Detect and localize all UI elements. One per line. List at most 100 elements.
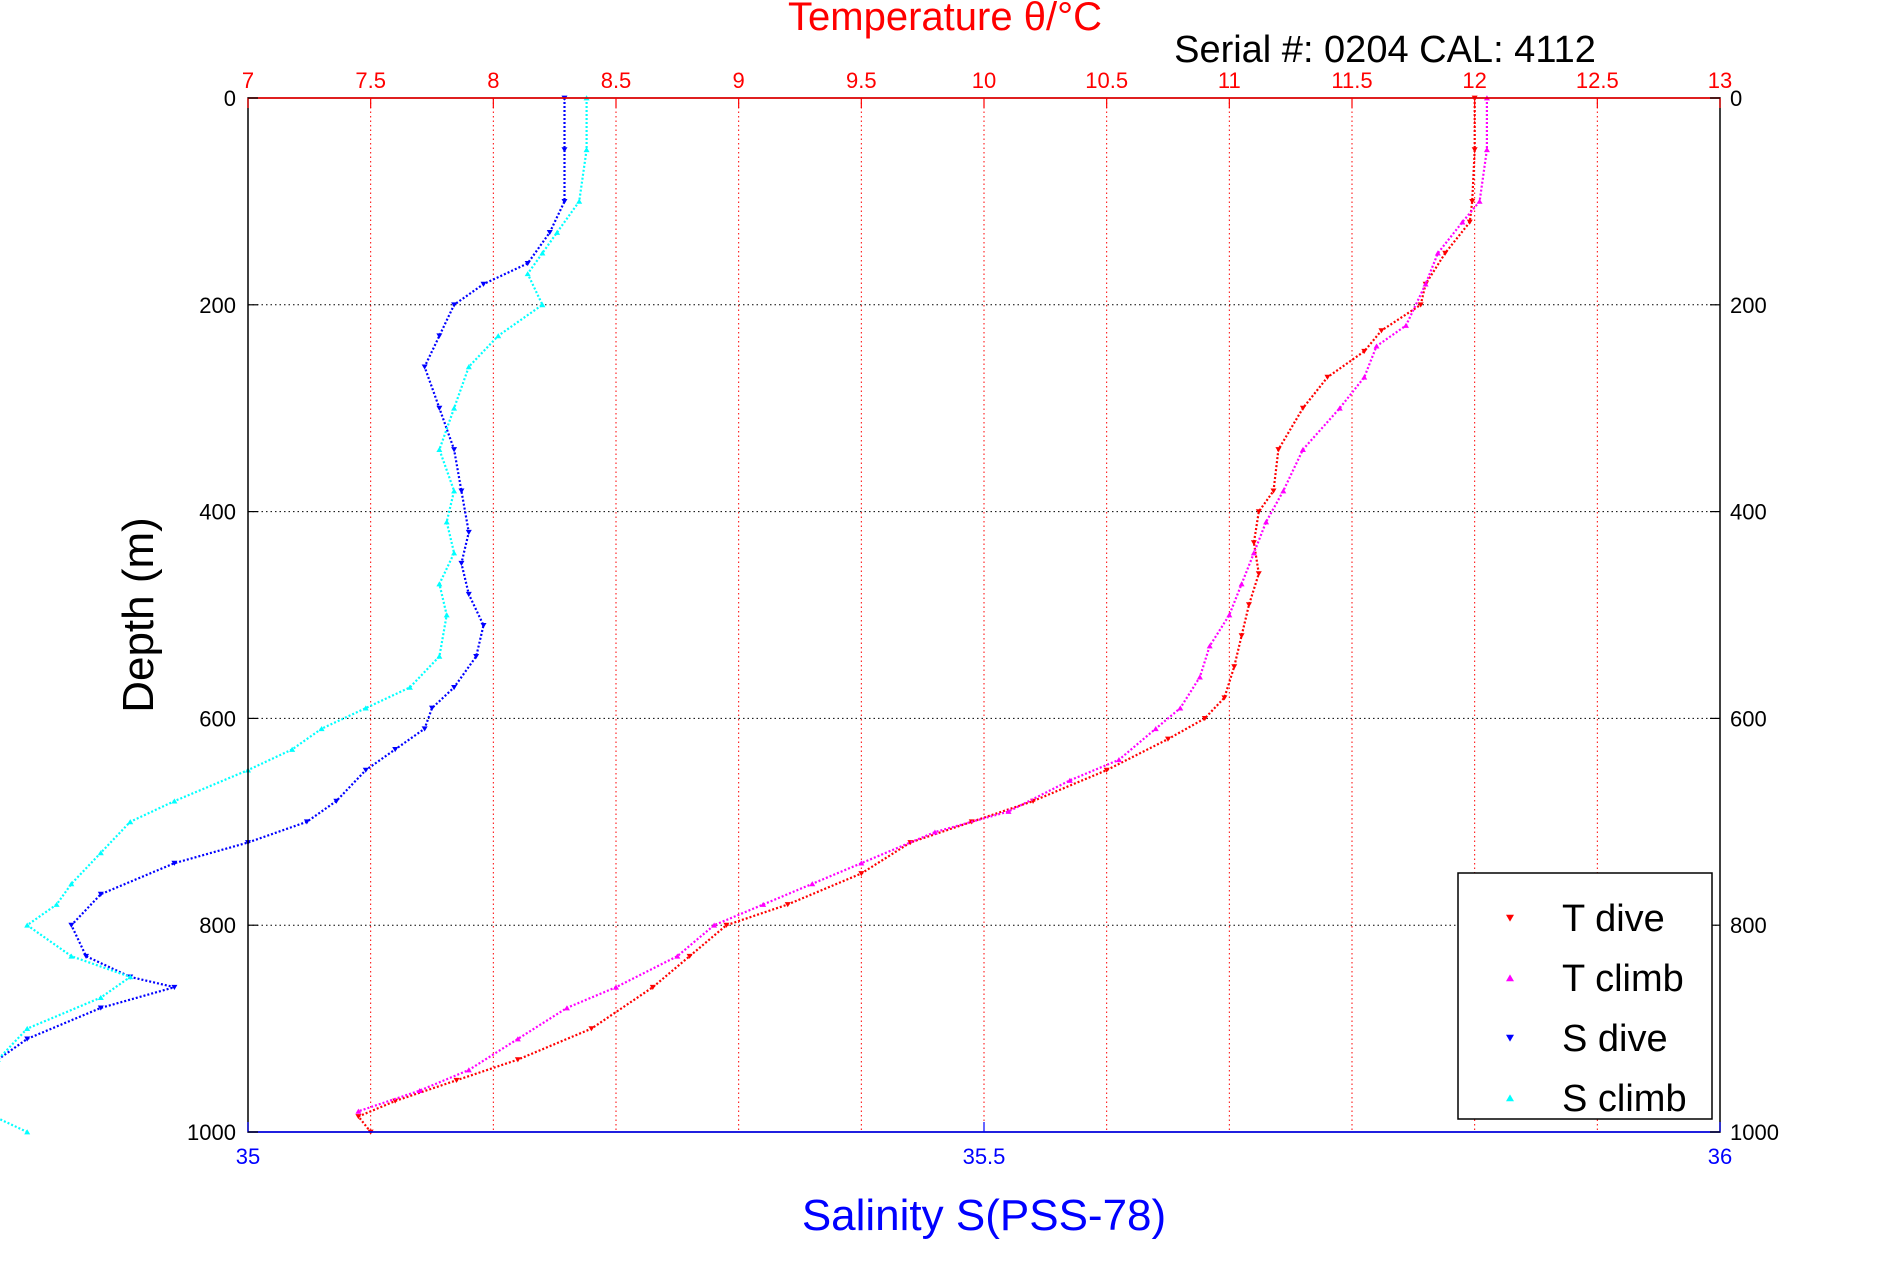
data-point [1361, 348, 1368, 355]
legend-marker [1506, 1094, 1514, 1102]
data-point [495, 333, 502, 339]
data-point [421, 364, 428, 370]
data-point [1263, 519, 1270, 525]
bottom-tick-label: 36 [1708, 1144, 1732, 1169]
data-point [451, 447, 458, 453]
top-tick-label: 7 [242, 68, 254, 93]
data-point [458, 560, 465, 566]
data-point [524, 271, 531, 277]
data-point [539, 302, 546, 308]
gridlines [248, 98, 1720, 1132]
bottom-axis-ticks: 35 35.5 36 [236, 1122, 1732, 1169]
data-point [171, 860, 178, 866]
data-point [97, 891, 104, 897]
chart-title: Temperature θ/°C [788, 0, 1102, 39]
data-point [514, 1036, 521, 1042]
series-s-climb [0, 95, 590, 1135]
series-trace [356, 98, 1476, 1133]
data-point [546, 230, 553, 236]
data-point [436, 333, 443, 339]
data-point [1255, 571, 1262, 577]
x-axis-bottom-label: Salinity S(PSS-78) [802, 1191, 1166, 1240]
legend-marker [1506, 914, 1514, 922]
data-point [416, 1087, 423, 1094]
data-point [1066, 777, 1073, 783]
top-tick-label: 9.5 [846, 68, 877, 93]
data-point [576, 198, 583, 204]
data-point [1177, 705, 1184, 711]
data-point [760, 901, 767, 907]
data-point [931, 829, 938, 835]
top-tick-label: 13 [1708, 68, 1732, 93]
left-tick-label: 800 [199, 913, 236, 938]
data-point [97, 1005, 104, 1011]
data-point [1476, 198, 1483, 204]
data-point [1299, 405, 1306, 411]
left-tick-label: 1000 [187, 1120, 236, 1145]
legend-label: T climb [1562, 958, 1684, 1000]
data-point [443, 612, 450, 618]
series-trace [0, 98, 566, 1060]
data-point [53, 901, 60, 907]
series-layer [0, 95, 1490, 1135]
top-tick-label: 9 [733, 68, 745, 93]
data-point [1275, 447, 1282, 453]
data-point [1417, 302, 1424, 308]
data-point [362, 767, 369, 773]
data-point [303, 819, 310, 825]
data-point [68, 922, 75, 928]
data-point [1270, 488, 1277, 494]
legend-marker [1506, 974, 1514, 982]
data-point [539, 250, 546, 256]
data-point [1442, 250, 1449, 256]
left-axis-ticks: 0 200 400 600 800 1000 [187, 86, 258, 1145]
data-point [514, 1057, 521, 1063]
data-point [24, 922, 31, 928]
data-point [1324, 374, 1331, 380]
data-point [362, 705, 369, 711]
data-point [473, 653, 480, 660]
left-tick-label: 600 [199, 706, 236, 731]
top-tick-label: 12 [1462, 68, 1486, 93]
data-point [1152, 726, 1159, 732]
top-axis-ticks: 7 7.5 8 8.5 9 9.5 10 10.5 11 11.5 12 12.5 13 [242, 68, 1732, 108]
legend-label: T dive [1562, 898, 1665, 940]
data-point [68, 881, 75, 887]
data-point [561, 147, 568, 153]
legend-items: T dive T climb S dive S climb [1506, 898, 1687, 1120]
y-axis-label: Depth (m) [114, 517, 163, 713]
data-point [1255, 509, 1262, 515]
data-point [1206, 643, 1213, 649]
series-s-dive [0, 95, 568, 1060]
data-point [392, 1098, 399, 1104]
legend-label: S climb [1562, 1078, 1687, 1120]
data-point [97, 850, 104, 856]
legend-label: S dive [1562, 1018, 1668, 1060]
data-point [480, 622, 487, 629]
data-point [355, 1114, 362, 1120]
data-point [1459, 219, 1466, 225]
data-point [451, 488, 458, 494]
right-tick-label: 800 [1730, 913, 1767, 938]
data-point [1280, 488, 1287, 494]
right-axis-ticks: 0 200 400 600 800 1000 [1710, 86, 1779, 1145]
data-point [436, 653, 443, 659]
data-point [0, 1060, 1, 1063]
top-tick-label: 10 [972, 68, 996, 93]
data-point [68, 953, 75, 959]
data-point [24, 1036, 31, 1042]
data-point [24, 1025, 31, 1031]
data-point [1466, 219, 1473, 225]
data-point [127, 819, 134, 825]
data-point [1226, 612, 1233, 618]
data-point [563, 1005, 570, 1011]
data-point [458, 488, 465, 494]
top-tick-label: 11 [1218, 68, 1241, 93]
data-point [451, 550, 458, 556]
top-tick-label: 8.5 [601, 68, 632, 93]
data-point [83, 953, 90, 959]
data-point [858, 860, 865, 866]
data-point [1005, 808, 1012, 814]
data-point [451, 405, 458, 411]
